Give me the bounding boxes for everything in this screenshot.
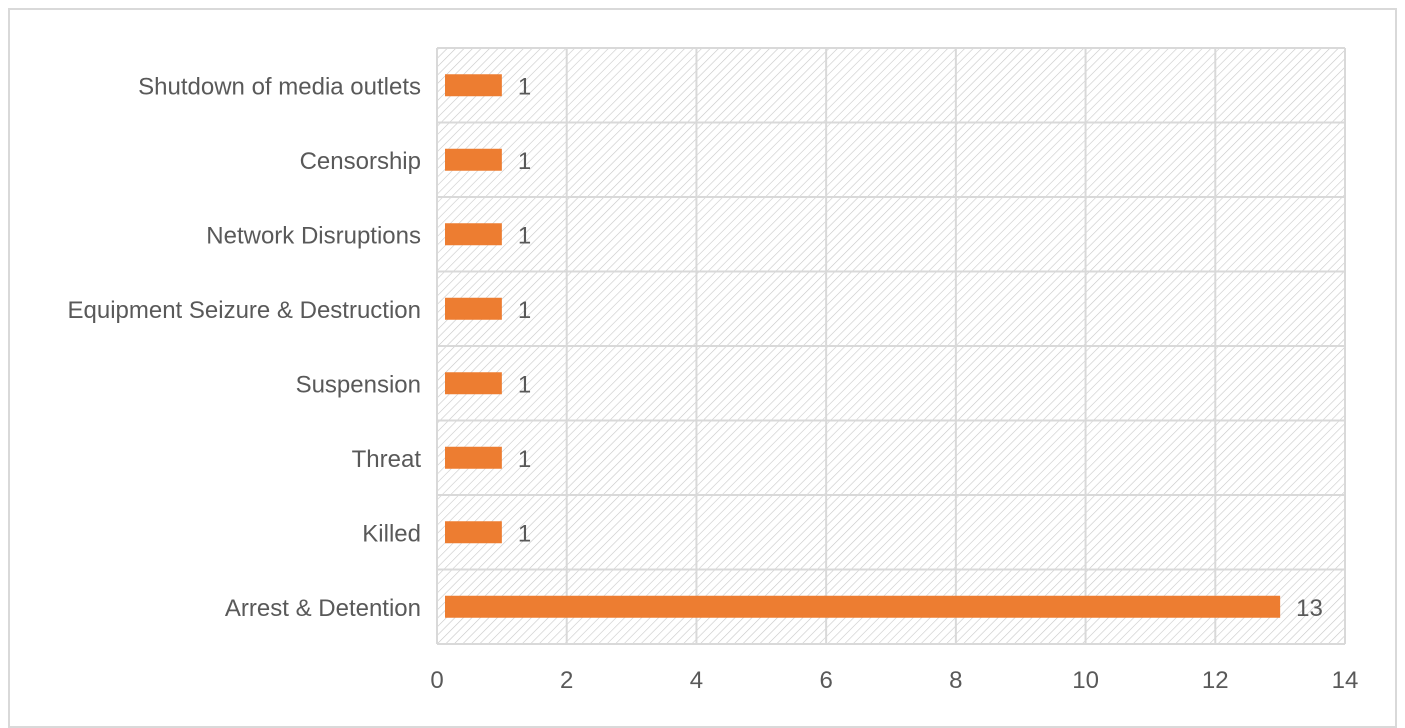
x-tick-label: 12 (1202, 667, 1229, 694)
category-label: Network Disruptions (206, 222, 421, 249)
category-label: Equipment Seizure & Destruction (67, 297, 421, 324)
data-label: 1 (518, 73, 531, 100)
data-label: 1 (518, 222, 531, 249)
category-labels: Arrest & Detention Killed Threat Suspension… (67, 73, 421, 622)
data-label: 1 (518, 148, 531, 175)
data-labels: 13 1 1 1 1 1 1 1 (518, 73, 1323, 622)
horizontal-gridlines (437, 47, 1345, 645)
x-tick-label: 4 (690, 667, 703, 694)
bar (445, 446, 502, 469)
category-label: Killed (362, 520, 421, 547)
category-label: Censorship (300, 148, 421, 175)
bar (445, 297, 502, 320)
bar (445, 595, 1281, 618)
x-tick-label: 0 (430, 667, 443, 694)
data-label: 1 (518, 297, 531, 324)
x-tick-label: 8 (949, 667, 962, 694)
bar (445, 74, 502, 97)
bar (445, 521, 502, 544)
bar (445, 223, 502, 246)
x-tick-label: 6 (819, 667, 832, 694)
x-tick-label: 2 (560, 667, 573, 694)
data-label: 1 (518, 520, 531, 547)
data-label: 1 (518, 446, 531, 473)
chart-frame: 13 1 1 1 1 1 1 1 Arrest & Detention Killed Threat… (8, 8, 1397, 728)
category-label: Threat (352, 446, 422, 473)
x-tick-label: 14 (1332, 667, 1359, 694)
category-label: Arrest & Detention (225, 595, 421, 622)
x-tick-label: 10 (1072, 667, 1099, 694)
bar (445, 372, 502, 395)
bar-chart: 13 1 1 1 1 1 1 1 Arrest & Detention Killed Threat… (67, 47, 1358, 694)
data-label: 13 (1296, 595, 1323, 622)
category-label: Suspension (296, 371, 421, 398)
x-axis-tick-labels: 0 2 4 6 8 10 12 14 (430, 667, 1358, 694)
data-label: 1 (518, 371, 531, 398)
bar (445, 148, 502, 171)
bars (445, 74, 1281, 618)
category-label: Shutdown of media outlets (138, 73, 421, 100)
